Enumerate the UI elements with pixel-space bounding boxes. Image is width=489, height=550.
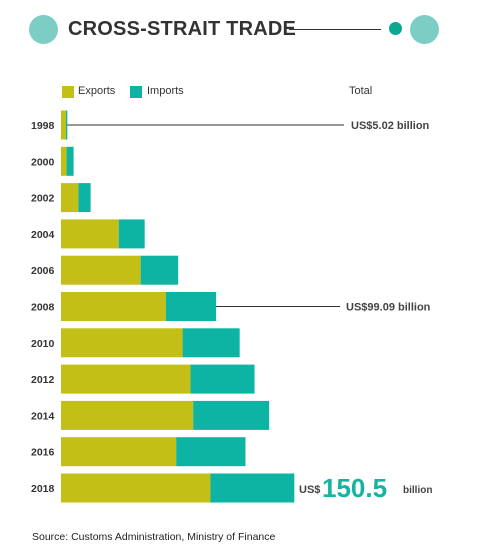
title-rule [289,29,381,30]
annotation-prefix-2018: US$ [299,484,320,496]
year-label-1998: 1998 [31,120,55,132]
year-label-2016: 2016 [31,447,55,459]
annotation-1998: US$5.02 billion [351,120,430,132]
annotation-unit-2018: billion [403,485,432,496]
bar-imports-2010 [182,328,240,358]
bar-imports-2002 [78,183,91,213]
bar-exports-2018 [61,473,211,503]
bar-exports-2012 [61,364,191,394]
decorative-circle-right [410,15,439,44]
bar-exports-1998 [61,110,66,140]
decorative-circle-left [29,15,58,44]
year-label-2006: 2006 [31,265,55,277]
year-label-2010: 2010 [31,338,55,350]
bar-exports-2008 [61,292,166,321]
year-label-2004: 2004 [31,229,55,241]
year-label-2002: 2002 [31,193,55,205]
year-label-2018: 2018 [31,483,55,495]
year-label-2012: 2012 [31,374,55,386]
source-note: Source: Customs Administration, Ministry… [32,531,276,543]
bar-exports-2004 [61,219,119,249]
bar-exports-2002 [61,183,79,213]
bar-imports-2006 [140,255,179,285]
bar-exports-2014 [61,400,194,430]
legend-swatch-imports [130,86,142,98]
bar-imports-1998 [65,110,68,140]
chart-title: CROSS-STRAIT TRADE [68,18,297,40]
year-label-2014: 2014 [31,410,55,422]
bar-imports-2004 [118,219,145,249]
year-label-2000: 2000 [31,156,55,168]
bar-imports-2014 [193,400,270,430]
bar-exports-2016 [61,437,177,467]
legend-total-heading: Total [349,85,373,97]
year-label-2008: 2008 [31,302,55,314]
bar-imports-2016 [176,437,246,467]
bar-imports-2008 [165,292,217,321]
bar-exports-2000 [61,146,67,176]
legend-label-exports: Exports [78,85,116,97]
bar-exports-2010 [61,328,183,358]
annotation-2008: US$99.09 billion [346,302,431,314]
bar-imports-2000 [66,146,74,176]
legend-swatch-exports [62,86,74,98]
decorative-circle-small [389,22,402,35]
bar-imports-2012 [190,364,255,394]
bar-imports-2018 [210,473,295,503]
legend-label-imports: Imports [147,85,184,97]
bar-exports-2006 [61,255,141,285]
annotation-value-2018: 150.5 [322,473,387,503]
